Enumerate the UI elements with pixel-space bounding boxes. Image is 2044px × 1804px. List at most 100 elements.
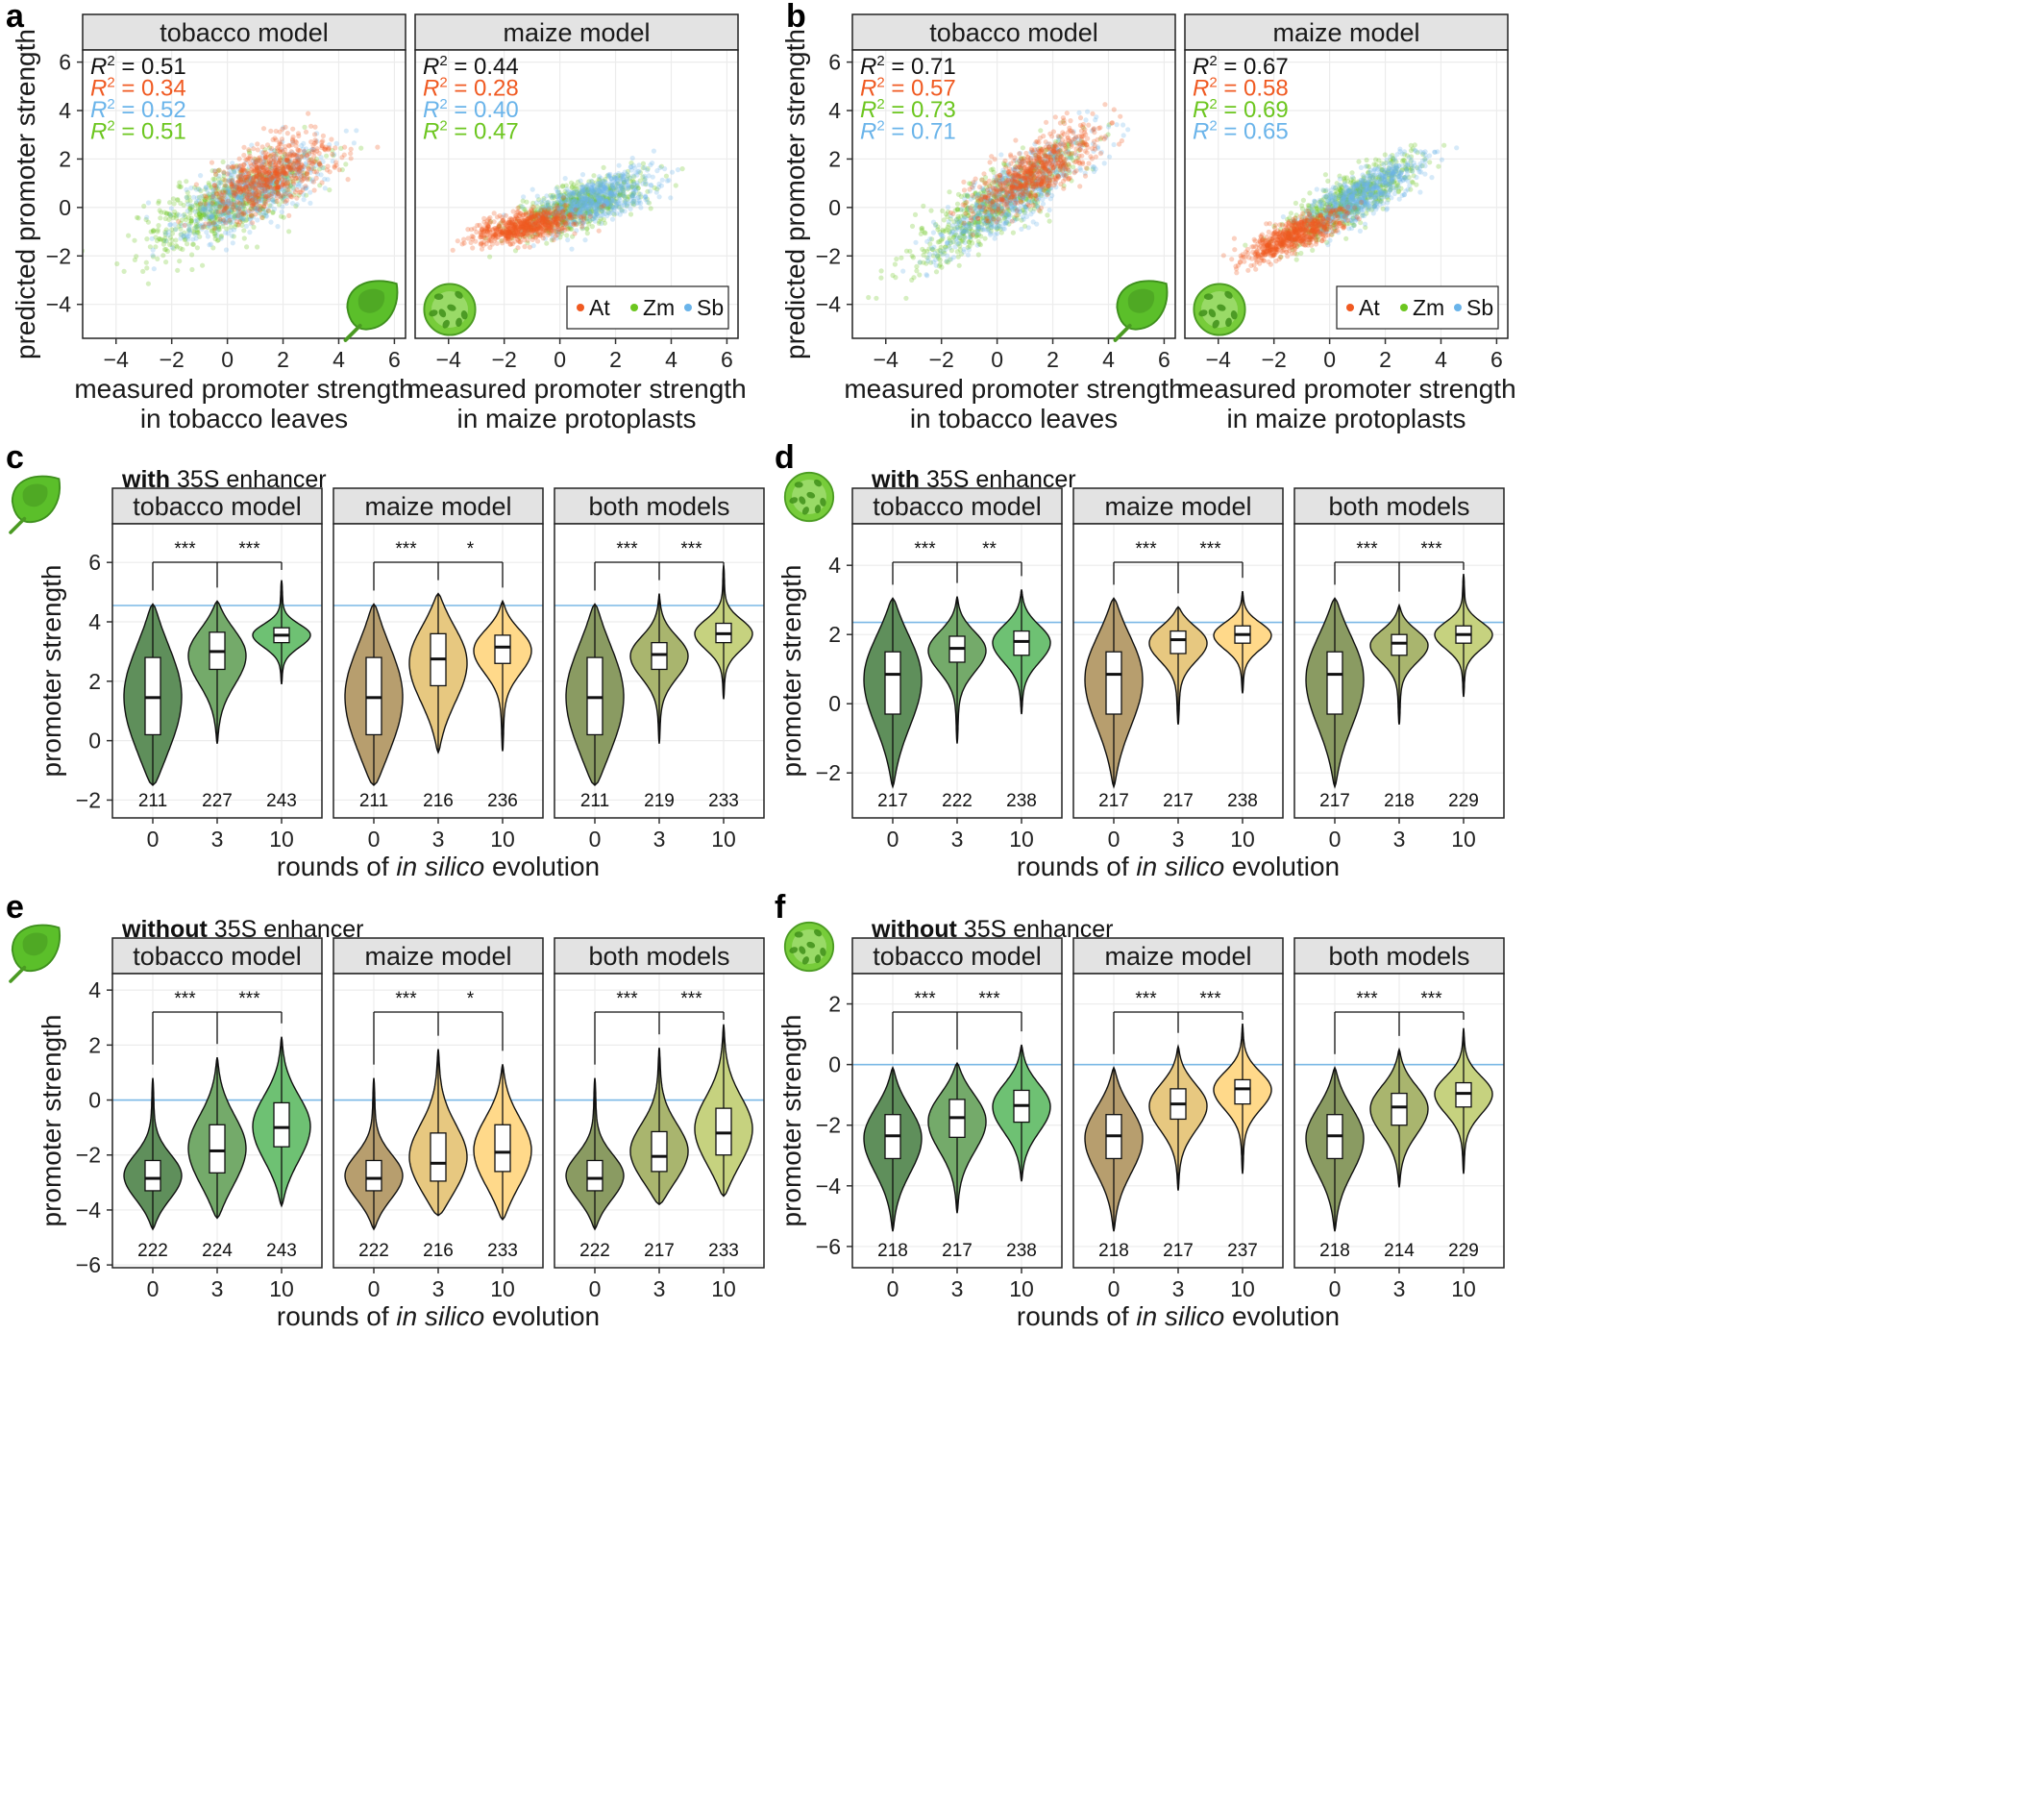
data-point [250, 191, 256, 197]
data-point [176, 212, 182, 218]
data-point [250, 180, 256, 185]
data-point [314, 146, 320, 152]
data-point [251, 181, 257, 186]
data-point [214, 228, 220, 234]
data-point [295, 131, 302, 136]
data-point [342, 144, 348, 150]
data-point [249, 181, 255, 186]
data-point [256, 181, 262, 186]
data-point [260, 206, 266, 211]
data-point [242, 179, 248, 185]
data-point [238, 167, 244, 173]
data-point [225, 171, 231, 177]
data-point [160, 253, 166, 259]
data-point [257, 190, 262, 196]
data-point [300, 186, 306, 193]
data-point [636, 200, 642, 206]
data-point [250, 197, 256, 203]
data-point [185, 198, 190, 204]
data-point [269, 174, 275, 181]
data-point [282, 185, 287, 190]
data-point [161, 247, 168, 253]
data-point [259, 190, 265, 196]
data-point [319, 142, 325, 149]
data-point [308, 139, 314, 145]
data-point [185, 201, 191, 208]
data-point [188, 218, 194, 224]
data-point [231, 234, 236, 239]
data-point [510, 223, 516, 229]
data-point [261, 201, 267, 207]
data-point [267, 176, 274, 182]
data-point [247, 186, 253, 192]
data-point [217, 217, 224, 223]
data-point [188, 218, 194, 224]
data-point [280, 149, 285, 155]
data-point [309, 177, 315, 183]
data-point [213, 191, 219, 197]
data-point [679, 166, 685, 172]
data-point [470, 245, 476, 251]
data-point [304, 185, 309, 190]
data-point [265, 185, 271, 191]
data-point [287, 191, 293, 197]
data-point [903, 295, 909, 301]
data-point [235, 185, 241, 191]
data-point [631, 186, 637, 192]
data-point [325, 163, 331, 169]
data-point [211, 231, 217, 236]
data-point [317, 183, 323, 188]
data-point [242, 201, 248, 207]
data-point [264, 185, 271, 190]
data-point [234, 191, 239, 197]
chloroplast [433, 293, 444, 301]
data-point [240, 207, 246, 212]
data-point [547, 226, 553, 233]
data-point [247, 197, 253, 203]
data-point [222, 207, 228, 212]
data-point [287, 183, 294, 188]
data-point [911, 275, 917, 281]
data-point [296, 192, 302, 198]
data-point [312, 132, 318, 137]
data-point [212, 222, 218, 228]
data-point [259, 177, 265, 183]
data-point [206, 214, 211, 220]
data-point [240, 200, 246, 206]
data-point [285, 163, 291, 169]
data-point [559, 184, 566, 189]
data-point [234, 194, 240, 200]
legend-label: Zm [643, 295, 675, 320]
data-point [256, 182, 261, 187]
data-point [258, 205, 263, 210]
data-point [270, 176, 276, 182]
data-point [259, 144, 265, 150]
data-point [265, 208, 271, 213]
data-point [207, 191, 212, 197]
data-point [296, 162, 302, 168]
data-point [155, 256, 160, 261]
data-point [316, 161, 323, 166]
data-point [201, 212, 207, 218]
data-point [233, 191, 239, 197]
data-point [290, 152, 297, 158]
data-point [284, 197, 290, 203]
data-point [294, 162, 300, 168]
data-point [296, 164, 303, 171]
data-point [616, 162, 622, 168]
data-point [226, 209, 232, 214]
data-point [920, 246, 925, 252]
data-point [236, 163, 242, 169]
data-point [240, 203, 246, 209]
data-point [200, 207, 206, 212]
y-tick-label: 0 [59, 195, 71, 220]
data-point [233, 212, 238, 218]
data-point [259, 183, 264, 188]
data-point [544, 193, 550, 199]
data-point [279, 213, 284, 219]
data-point [242, 178, 248, 184]
data-point [259, 190, 265, 196]
data-point [272, 162, 278, 168]
data-point [224, 189, 230, 195]
data-point [256, 156, 261, 161]
